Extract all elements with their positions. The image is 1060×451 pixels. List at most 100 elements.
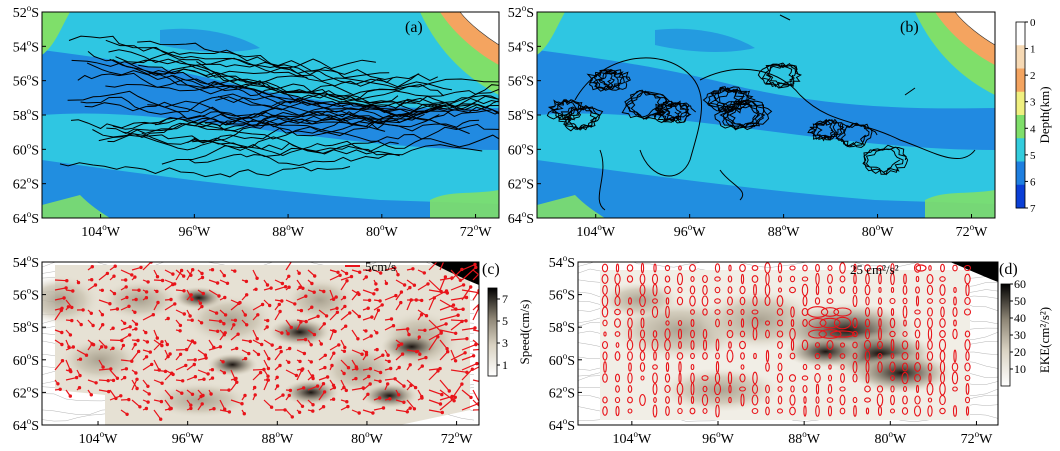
vector-head [378,299,382,303]
variance-ellipse [751,394,759,406]
y-tick-label: 58oS [13,106,39,124]
vector-head [108,302,112,306]
variance-ellipse [653,397,657,403]
vector-head [297,271,301,275]
variance-ellipse [602,406,608,416]
vector-head [463,351,467,355]
vector-head [70,305,74,310]
vector-head [210,268,215,272]
vector-head [380,303,384,307]
vector-head [275,375,279,379]
vector-head [265,283,270,287]
current-vector [428,319,442,333]
variance-ellipse [864,264,871,272]
trajectory-line [154,95,499,126]
variance-ellipse [864,328,871,340]
vector-head [99,345,104,349]
variance-ellipse [639,329,646,339]
variance-ellipse [728,264,732,272]
current-vector [450,308,464,311]
variance-ellipse [864,307,871,317]
current-vector [450,352,466,361]
vector-head [124,285,128,289]
variance-ellipse [676,272,684,286]
current-vector [461,344,477,351]
current-vector [450,319,467,322]
trajectory-line [106,106,499,135]
variance-ellipse [639,351,646,361]
vector-head [244,323,249,327]
variance-ellipse [615,263,620,273]
variance-ellipse [890,272,895,286]
current-vector [340,276,352,281]
vector-head [451,303,456,307]
variance-ellipse [727,275,733,283]
variance-ellipse [702,285,708,295]
vector-head [375,347,379,352]
variance-ellipse [865,407,870,415]
variance-ellipse [628,362,632,372]
variance-ellipse [690,396,695,404]
variance-ellipse [640,308,645,316]
vector-head [214,311,219,315]
panel-d-scale-label: 25 cm²/s² [850,262,899,277]
current-vector [450,349,457,362]
variance-ellipse [876,385,884,393]
current-vector [208,319,221,322]
variance-ellipse [727,319,733,327]
variance-ellipse [963,308,972,316]
vector-head [364,329,368,333]
variance-ellipse [815,263,820,273]
vector-head [367,298,372,302]
vector-head [465,337,469,341]
vector-head [227,388,231,392]
vector-head [331,329,336,333]
vector-head [378,396,382,400]
vector-head [111,346,115,350]
variance-ellipse [714,263,721,273]
vector-head [111,378,116,383]
vector-head [248,339,252,344]
variance-ellipse [827,405,833,417]
variance-ellipse [752,371,758,385]
vector-head [238,300,242,305]
variance-ellipse [820,307,840,317]
vector-head [471,354,476,358]
vector-head [115,307,120,311]
vector-head [397,393,401,397]
variance-ellipse [652,330,658,338]
trajectory-line [187,137,399,157]
variance-ellipse [789,275,796,283]
vector-head [277,302,281,307]
current-vector [219,399,226,410]
vector-head [418,352,422,356]
variance-ellipse [901,371,909,385]
variance-ellipse [765,395,770,405]
vector-head [444,289,449,293]
current-vector [472,366,479,371]
variance-ellipse [652,404,658,418]
variance-ellipse [939,407,946,415]
x-tick-label: 96oW [674,222,707,240]
vector-head [145,340,150,344]
y-tick-label: 54oS [13,37,39,55]
vector-head [146,384,150,388]
trajectory-loop [807,118,845,142]
y-tick-label: 64oS [508,209,534,227]
vector-head [344,324,348,328]
vector-head [407,332,411,337]
vector-head [227,410,232,414]
vector-head [125,412,129,416]
x-tick-label: 80oW [862,222,895,240]
vector-head [409,298,413,302]
vector-head [105,271,110,276]
variance-ellipse [952,307,958,317]
speed-field [60,338,140,382]
variance-ellipse [678,265,682,271]
variance-ellipse [664,285,671,295]
variance-ellipse [890,353,895,359]
variance-ellipse [914,395,921,405]
variance-ellipse [964,296,971,306]
vector-head [255,276,259,280]
